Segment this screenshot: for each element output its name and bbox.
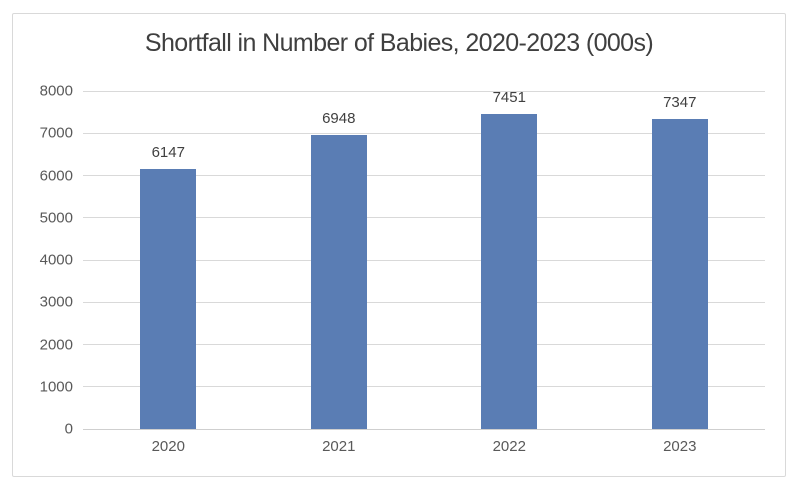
gridline [83,175,765,176]
bar-value-label: 6948 [322,110,356,128]
y-tick-label: 8000 [39,82,73,100]
y-tick-label: 7000 [39,124,73,142]
gridline [83,428,765,430]
bar-value-label: 7347 [663,93,697,111]
bar-2023: 7347 [651,94,708,429]
y-tick-label: 2000 [39,336,73,353]
x-tick-label: 2022 [492,438,526,455]
y-tick-label: 5000 [39,209,73,227]
bar-slot: 6147 [83,91,254,429]
bar-value-label: 6147 [151,144,185,162]
y-tick-label: 6000 [39,167,73,184]
bar-slot: 7451 [424,89,595,429]
gridline [83,386,765,388]
gridline [83,259,765,261]
x-tick-label: 2021 [322,438,356,455]
bar-2021: 6948 [310,110,367,429]
gridline [83,132,765,134]
gridline [83,301,765,303]
plot-area: 6147 6948 7451 7347 [83,89,766,430]
y-tick-label: 1000 [39,378,73,396]
y-tick-label: 0 [64,420,73,438]
bar-value-label: 7451 [492,89,526,107]
gridline [83,344,765,345]
bar-2022: 7451 [481,89,538,429]
bar-slot: 6948 [254,91,425,429]
gridline [83,90,765,92]
bar-slot: 7347 [595,91,766,429]
chart-frame: Shortfall in Number of Babies, 2020-2023… [12,13,786,477]
x-tick-label: 2020 [151,438,185,455]
x-tick-label: 2023 [663,438,697,455]
chart-title: Shortfall in Number of Babies, 2020-2023… [144,29,654,57]
bar-2020: 6147 [140,144,197,429]
x-axis: 2020 2021 2022 2023 [83,438,765,455]
y-axis: 0 1000 2000 3000 4000 5000 6000 7000 8000 [13,83,73,438]
y-tick-label: 4000 [39,251,73,269]
bars-row: 6147 6948 7451 7347 [83,89,766,429]
y-tick-label: 3000 [39,293,73,311]
gridline [83,217,765,219]
